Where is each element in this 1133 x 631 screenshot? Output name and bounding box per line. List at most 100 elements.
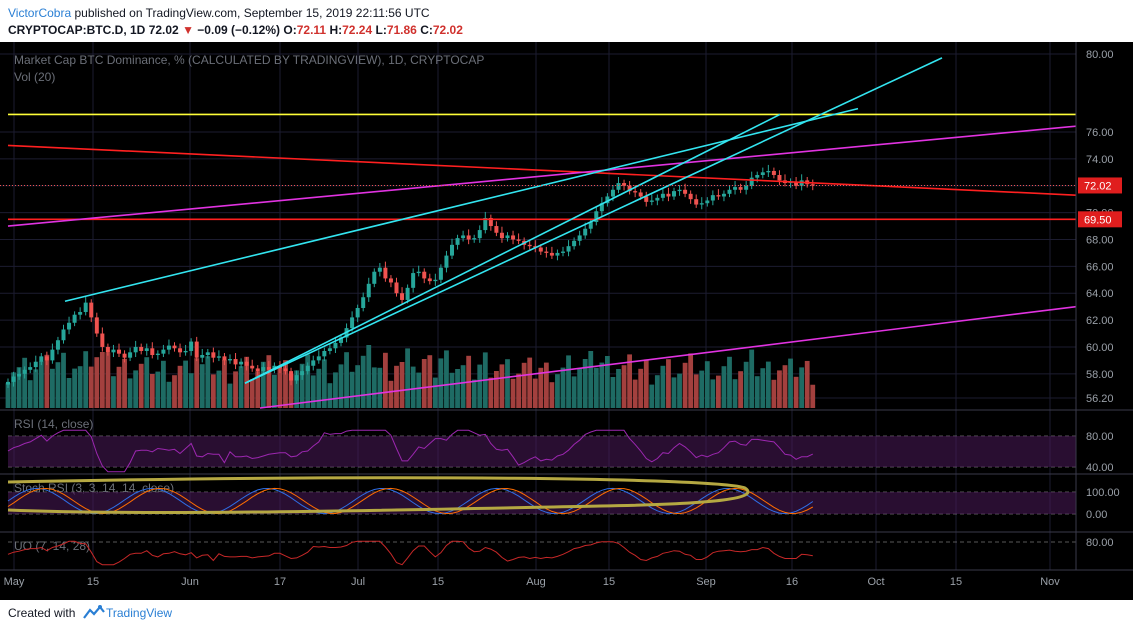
volume-bar bbox=[44, 354, 50, 408]
x-tick-label: 15 bbox=[432, 576, 444, 588]
candle bbox=[594, 211, 599, 223]
candle bbox=[372, 271, 377, 284]
magenta-upper-line[interactable] bbox=[7, 125, 1077, 227]
indicator-level-label: 100.00 bbox=[1086, 487, 1120, 499]
candle bbox=[117, 349, 121, 354]
chart-title: Market Cap BTC Dominance, % (CALCULATED … bbox=[14, 53, 484, 67]
volume-bar bbox=[716, 375, 721, 408]
candle bbox=[405, 287, 410, 300]
candle bbox=[161, 349, 166, 354]
author-link[interactable]: VictorCobra bbox=[8, 6, 72, 20]
close-label: C: bbox=[420, 23, 433, 37]
created-with-text: Created with bbox=[8, 606, 76, 620]
candle bbox=[527, 244, 532, 247]
volume-bar bbox=[294, 370, 299, 408]
volume-bar bbox=[738, 371, 743, 408]
red-descending-line[interactable] bbox=[7, 144, 1077, 196]
candle bbox=[760, 172, 765, 175]
volume-bar bbox=[732, 379, 738, 408]
volume-bar bbox=[233, 371, 238, 408]
volume-bar bbox=[727, 356, 732, 408]
candle bbox=[50, 349, 55, 361]
candle bbox=[388, 278, 393, 283]
x-tick-label: 15 bbox=[603, 576, 615, 588]
candle bbox=[494, 226, 499, 233]
y-tick-label: 66.00 bbox=[1086, 261, 1114, 273]
volume-bar bbox=[660, 365, 666, 408]
candle bbox=[555, 252, 560, 256]
cyan-channel-line-2[interactable] bbox=[244, 113, 781, 384]
y-tick-label: 80.00 bbox=[1086, 49, 1114, 61]
candle bbox=[266, 367, 271, 370]
cyan-channel-line-1[interactable] bbox=[244, 57, 943, 384]
candle bbox=[810, 184, 815, 186]
change-value: −0.09 (−0.12%) bbox=[197, 23, 281, 37]
candle bbox=[766, 170, 771, 173]
tradingview-logo-icon[interactable] bbox=[83, 604, 105, 620]
volume-bar bbox=[116, 366, 122, 408]
candle bbox=[733, 187, 738, 190]
candle bbox=[655, 197, 660, 201]
candle bbox=[505, 235, 510, 239]
price-label: 72.02 bbox=[1084, 180, 1112, 192]
volume-bar bbox=[349, 371, 355, 408]
candle bbox=[516, 239, 521, 241]
volume-bar bbox=[22, 357, 28, 408]
volume-bar bbox=[438, 358, 444, 408]
volume-bar bbox=[582, 359, 588, 408]
tradingview-brand[interactable]: TradingView bbox=[106, 606, 173, 620]
candle bbox=[333, 342, 338, 349]
volume-bar bbox=[161, 360, 166, 408]
volume-bar bbox=[55, 362, 61, 408]
volume-bar bbox=[682, 362, 688, 408]
volume-bar bbox=[83, 351, 89, 408]
volume-bar bbox=[77, 366, 83, 408]
candle bbox=[616, 183, 621, 190]
volume-bar bbox=[205, 356, 211, 408]
candle bbox=[55, 340, 60, 350]
volume-bar bbox=[516, 373, 521, 408]
candle bbox=[44, 356, 49, 361]
chart-svg[interactable]: RSI (14, close) 80.00 40.00 Stoch RSI (3, 3… bbox=[0, 42, 1133, 600]
candle bbox=[710, 195, 715, 201]
candle bbox=[666, 193, 671, 197]
candle bbox=[83, 302, 88, 313]
candle bbox=[599, 203, 604, 212]
volume-bar bbox=[249, 379, 255, 408]
volume-bar bbox=[377, 367, 383, 408]
cyan-upper-line[interactable] bbox=[64, 107, 859, 303]
candle bbox=[377, 267, 382, 272]
volume-bar bbox=[804, 360, 810, 408]
chart-area[interactable]: RSI (14, close) 80.00 40.00 Stoch RSI (3, 3… bbox=[0, 42, 1133, 600]
candle bbox=[727, 189, 732, 194]
y-tick-label: 56.20 bbox=[1086, 393, 1114, 405]
candle bbox=[394, 282, 399, 294]
ellipse-annotation[interactable] bbox=[7, 476, 750, 515]
volume-bar bbox=[338, 364, 344, 408]
volume-bar bbox=[555, 374, 560, 408]
volume-bar bbox=[494, 371, 499, 408]
volume-bar bbox=[216, 370, 222, 408]
candle bbox=[583, 228, 588, 236]
y-tick-label: 74.00 bbox=[1086, 154, 1114, 166]
stoch-k-line bbox=[7, 487, 814, 515]
volume-bar bbox=[177, 365, 183, 408]
volume-bar bbox=[588, 351, 594, 408]
candle bbox=[461, 235, 466, 239]
volume-bar bbox=[455, 369, 460, 408]
candle bbox=[122, 353, 127, 358]
candle bbox=[488, 217, 493, 227]
indicator-level-label: 80.00 bbox=[1086, 537, 1114, 549]
y-tick-label: 60.00 bbox=[1086, 342, 1114, 354]
candle bbox=[777, 174, 782, 181]
volume-bar bbox=[643, 359, 649, 408]
candle bbox=[61, 329, 66, 341]
candle bbox=[355, 307, 360, 318]
volume-bar bbox=[593, 367, 599, 408]
volume-bar bbox=[710, 379, 716, 408]
volume-bar bbox=[432, 377, 438, 408]
indicator-level-label: 0.00 bbox=[1086, 509, 1107, 521]
candle bbox=[144, 348, 149, 351]
chart-header: VictorCobra published on TradingView.com… bbox=[0, 0, 1133, 42]
magenta-lower-line[interactable] bbox=[259, 305, 1077, 409]
